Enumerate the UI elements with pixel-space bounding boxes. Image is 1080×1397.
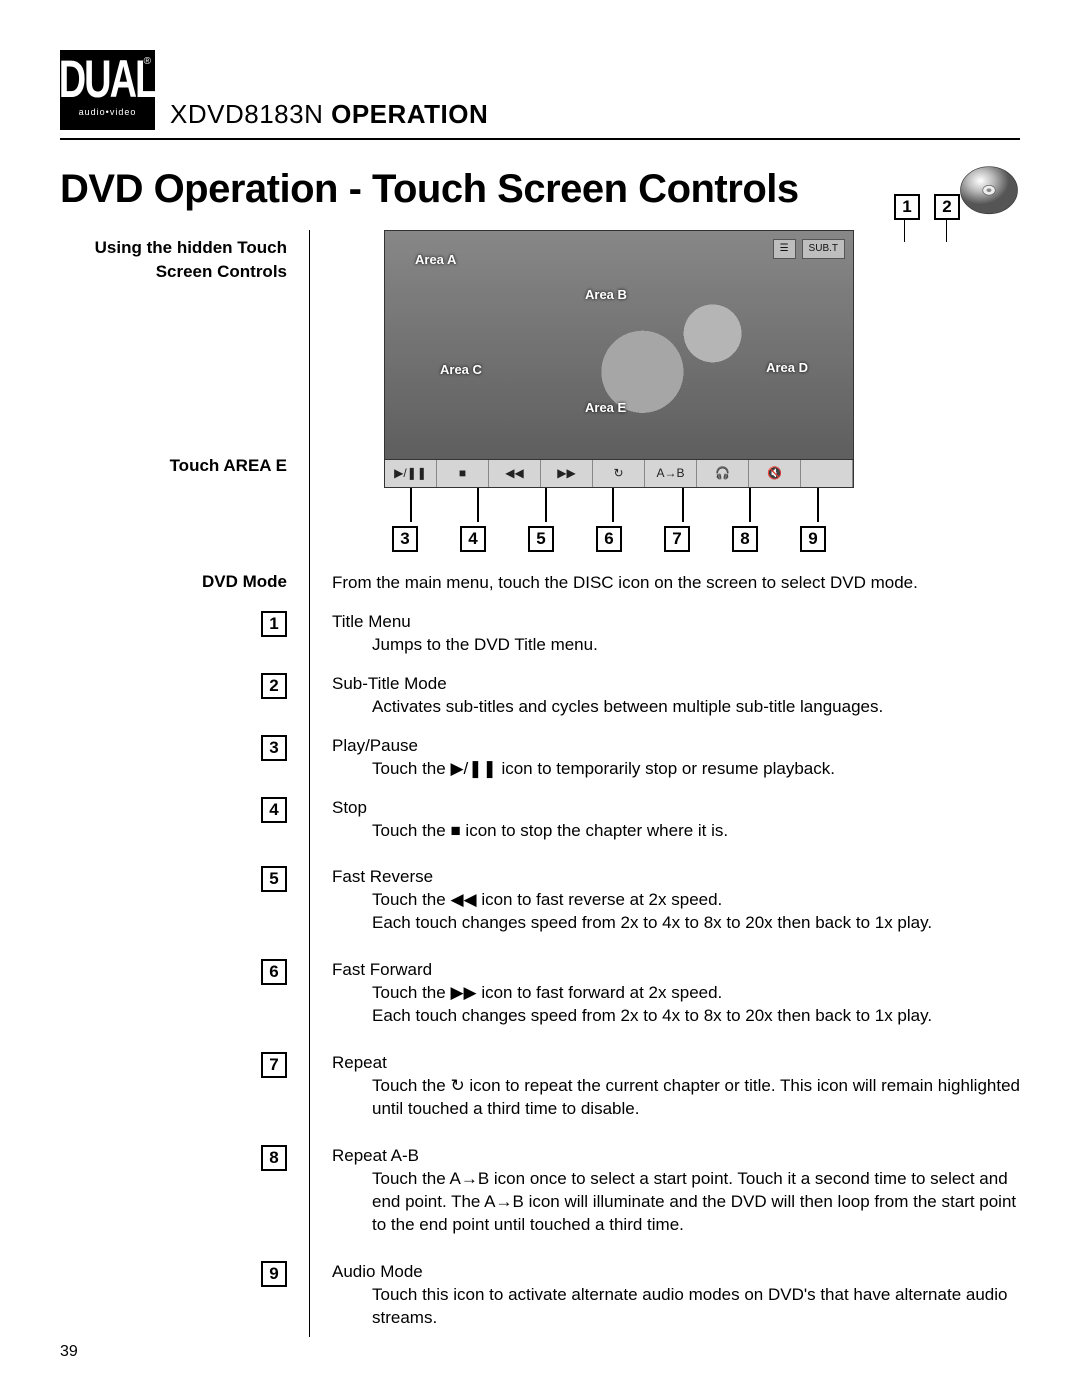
mute-icon: 🔇 bbox=[749, 460, 801, 487]
touch-area-label: Touch AREA E bbox=[60, 454, 287, 478]
item-number-8: 8 bbox=[60, 1129, 310, 1245]
item-desc-8: Repeat A-BTouch the A→B icon once to sel… bbox=[310, 1129, 1020, 1245]
item-number-4: 4 bbox=[60, 789, 310, 851]
item-desc-line: Activates sub-titles and cycles between … bbox=[332, 696, 1020, 719]
item-desc-line: Each touch changes speed from 2x to 4x t… bbox=[332, 912, 1020, 935]
item-title: Play/Pause bbox=[332, 735, 1020, 758]
definitions-table: DVD Mode From the main menu, touch the D… bbox=[60, 552, 1020, 1337]
callout-5: 5 bbox=[528, 526, 554, 552]
item-number-5: 5 bbox=[60, 850, 310, 943]
item-title: Sub-Title Mode bbox=[332, 673, 1020, 696]
callout-box-3: 3 bbox=[261, 735, 287, 761]
model-title: XDVD8183N OPERATION bbox=[170, 99, 488, 130]
area-e: Area E bbox=[585, 399, 626, 417]
audio-icon: 🎧 bbox=[697, 460, 749, 487]
ffwd-icon: ▶▶ bbox=[541, 460, 593, 487]
item-desc-line: Touch the ◀◀ icon to fast reverse at 2x … bbox=[332, 889, 1020, 912]
osd-subt-button: SUB.T bbox=[802, 239, 845, 259]
callout-box-8: 8 bbox=[261, 1145, 287, 1171]
item-number-2: 2 bbox=[60, 665, 310, 727]
callout-box-6: 6 bbox=[261, 959, 287, 985]
item-title: Audio Mode bbox=[332, 1261, 1020, 1284]
item-desc-line: Touch this icon to activate alternate au… bbox=[332, 1284, 1020, 1330]
item-desc-line: Touch the ■ icon to stop the chapter whe… bbox=[332, 820, 1020, 843]
disc-icon bbox=[958, 158, 1020, 220]
item-desc-line: Touch the ↻ icon to repeat the current c… bbox=[332, 1075, 1020, 1121]
item-desc-1: Title MenuJumps to the DVD Title menu. bbox=[310, 603, 1020, 665]
area-c: Area C bbox=[440, 361, 482, 379]
brand-logo: ® DUAL audio•video bbox=[60, 50, 155, 130]
callout-box-5: 5 bbox=[261, 866, 287, 892]
callout-8: 8 bbox=[732, 526, 758, 552]
callout-box-9: 9 bbox=[261, 1261, 287, 1287]
left-label-using: Using the hidden Touch Screen Controls T… bbox=[60, 230, 310, 552]
item-title: Stop bbox=[332, 797, 1020, 820]
item-number-9: 9 bbox=[60, 1245, 310, 1338]
callout-4: 4 bbox=[460, 526, 486, 552]
callout-9: 9 bbox=[800, 526, 826, 552]
repeat-icon: ↻ bbox=[593, 460, 645, 487]
item-desc-line: Touch the A→B icon once to select a star… bbox=[332, 1168, 1020, 1237]
top-callouts: 1 2 bbox=[894, 194, 960, 220]
callout-box-4: 4 bbox=[261, 797, 287, 823]
dvd-mode-text: From the main menu, touch the DISC icon … bbox=[310, 552, 1020, 603]
section-title: DVD Operation - Touch Screen Controls bbox=[60, 167, 799, 212]
item-desc-5: Fast ReverseTouch the ◀◀ icon to fast re… bbox=[310, 850, 1020, 943]
item-title: Fast Forward bbox=[332, 959, 1020, 982]
logo-text: DUAL bbox=[59, 56, 157, 104]
item-title: Title Menu bbox=[332, 611, 1020, 634]
model-operation: OPERATION bbox=[331, 99, 488, 129]
item-number-7: 7 bbox=[60, 1036, 310, 1129]
diagram-column: 1 2 ☰ SUB.T Area A Area B Area C Area D … bbox=[310, 230, 1020, 552]
callout-1: 1 bbox=[894, 194, 920, 220]
callout-2: 2 bbox=[934, 194, 960, 220]
callout-6: 6 bbox=[596, 526, 622, 552]
bottom-callouts: 3 4 5 6 7 8 9 bbox=[392, 526, 1020, 552]
item-title: Repeat bbox=[332, 1052, 1020, 1075]
item-number-6: 6 bbox=[60, 943, 310, 1036]
item-desc-line: Touch the ▶▶ icon to fast forward at 2x … bbox=[332, 982, 1020, 1005]
item-desc-7: RepeatTouch the ↻ icon to repeat the cur… bbox=[310, 1036, 1020, 1129]
callout-box-1: 1 bbox=[261, 611, 287, 637]
item-desc-3: Play/PauseTouch the ▶/❚❚ icon to tempora… bbox=[310, 727, 1020, 789]
header-rule bbox=[60, 138, 1020, 140]
item-desc-line: Touch the ▶/❚❚ icon to temporarily stop … bbox=[332, 758, 1020, 781]
playpause-icon: ▶/❚❚ bbox=[385, 460, 437, 487]
diagram-block: Using the hidden Touch Screen Controls T… bbox=[60, 230, 1020, 552]
item-desc-line: Jumps to the DVD Title menu. bbox=[332, 634, 1020, 657]
item-title: Fast Reverse bbox=[332, 866, 1020, 889]
stop-icon: ■ bbox=[437, 460, 489, 487]
callout-3: 3 bbox=[392, 526, 418, 552]
repeat-ab-icon: A→B bbox=[645, 460, 697, 487]
item-desc-line: Each touch changes speed from 2x to 4x t… bbox=[332, 1005, 1020, 1028]
callout-box-7: 7 bbox=[261, 1052, 287, 1078]
item-desc-9: Audio ModeTouch this icon to activate al… bbox=[310, 1245, 1020, 1338]
model-code: XDVD8183N bbox=[170, 99, 323, 129]
callout-box-2: 2 bbox=[261, 673, 287, 699]
item-number-1: 1 bbox=[60, 603, 310, 665]
callout-7: 7 bbox=[664, 526, 690, 552]
page-header: ® DUAL audio•video XDVD8183N OPERATION bbox=[60, 50, 1020, 130]
item-desc-2: Sub-Title ModeActivates sub-titles and c… bbox=[310, 665, 1020, 727]
item-number-3: 3 bbox=[60, 727, 310, 789]
dvd-mode-label: DVD Mode bbox=[60, 552, 310, 603]
item-desc-4: StopTouch the ■ icon to stop the chapter… bbox=[310, 789, 1020, 851]
blank-cell bbox=[801, 460, 853, 487]
item-desc-6: Fast ForwardTouch the ▶▶ icon to fast fo… bbox=[310, 943, 1020, 1036]
osd-menu-icon: ☰ bbox=[773, 239, 796, 259]
area-b: Area B bbox=[585, 286, 627, 304]
dvd-screenshot: ☰ SUB.T Area A Area B Area C Area D Area… bbox=[384, 230, 854, 488]
player-bar: ▶/❚❚ ■ ◀◀ ▶▶ ↻ A→B 🎧 🔇 bbox=[385, 459, 853, 487]
area-d: Area D bbox=[766, 359, 808, 377]
section-header: DVD Operation - Touch Screen Controls bbox=[60, 158, 1020, 220]
using-label: Using the hidden Touch Screen Controls bbox=[60, 236, 287, 284]
item-title: Repeat A-B bbox=[332, 1145, 1020, 1168]
area-a: Area A bbox=[415, 251, 456, 269]
rewind-icon: ◀◀ bbox=[489, 460, 541, 487]
page-number: 39 bbox=[60, 1343, 78, 1361]
